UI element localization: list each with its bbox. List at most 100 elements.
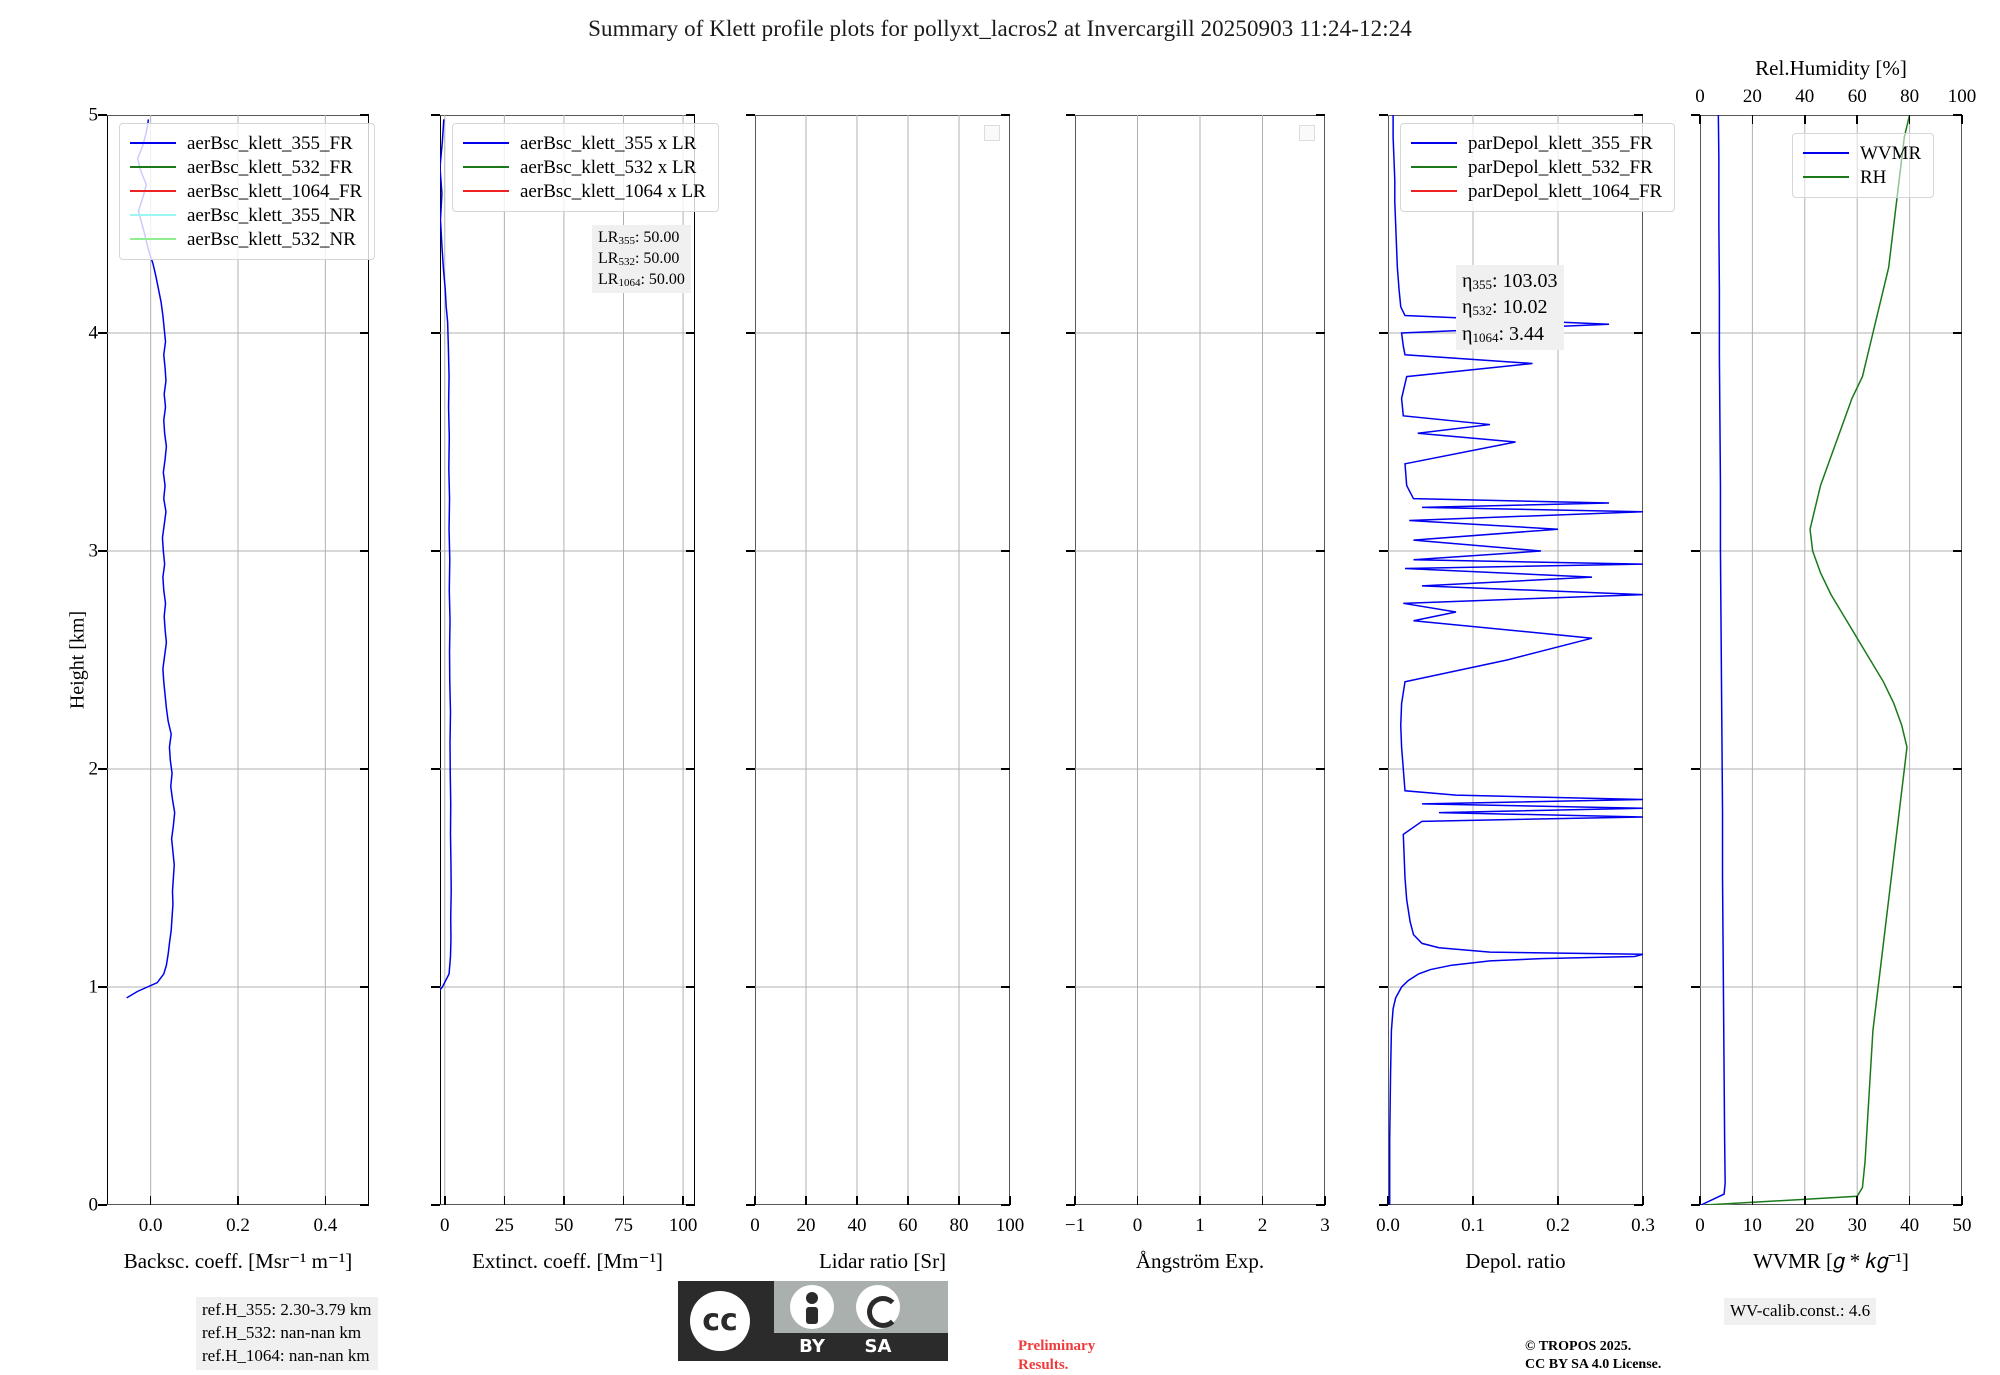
plot-canvas: [1075, 115, 1325, 1205]
series-aerBsc_klett_355_FR: [126, 119, 176, 999]
legend-label: aerBsc_klett_532_NR: [187, 228, 356, 250]
y-tick-mark: [1691, 550, 1700, 552]
y-tick-mark: [1953, 1204, 1962, 1206]
y-tick-mark: [1691, 114, 1700, 116]
y-tick-mark: [686, 768, 695, 770]
by-person-head: [806, 1292, 818, 1304]
empty-legend-placeholder: [984, 125, 1000, 141]
x-tick-mark: [856, 1196, 858, 1205]
y-tick-label: 1: [88, 976, 99, 998]
legend-depolarization-ratio[interactable]: parDepol_klett_355_FR parDepol_klett_532_…: [1400, 123, 1676, 212]
x-tick-mark: [1074, 1196, 1076, 1205]
cc-license-badge: cc BY SA: [678, 1281, 948, 1361]
legend-backscatter[interactable]: aerBsc_klett_355_FR aerBsc_klett_532_FR ae…: [119, 123, 376, 260]
y-tick-mark: [1001, 986, 1010, 988]
x-tick-mark: [149, 1196, 152, 1205]
series-parDepol_klett_355_FR: [1388, 115, 1643, 1205]
top-x-tick-label: 100: [1947, 86, 1977, 107]
ref-heights-annotation: ref.H_355: 2.30-3.79 km ref.H_532: nan-n…: [196, 1297, 378, 1370]
y-tick-mark: [746, 1204, 755, 1206]
y-tick-mark: [1001, 114, 1010, 116]
x-tick-mark: [1642, 1196, 1644, 1205]
x-tick-label: 3: [1320, 1215, 1330, 1236]
legend-item: parDepol_klett_355_FR: [1411, 131, 1662, 155]
legend-line-swatch-icon: [1411, 142, 1457, 144]
y-tick-mark: [1953, 550, 1962, 552]
top-x-tick-mark: [1961, 115, 1963, 124]
x-axis-label: Ångström Exp.: [1135, 1249, 1265, 1273]
legend-label: aerBsc_klett_1064_FR: [187, 180, 363, 202]
x-tick-mark: [443, 1196, 446, 1205]
annotation-row: LR355: 50.00: [598, 229, 680, 247]
y-tick-mark: [1001, 768, 1010, 770]
y-tick-mark: [686, 550, 695, 552]
legend-line-swatch-icon: [1411, 190, 1457, 192]
legend-line-swatch-icon: [130, 142, 176, 144]
legend-label: parDepol_klett_355_FR: [1468, 132, 1653, 154]
copyright-note: © TROPOS 2025. CC BY SA 4.0 License.: [1525, 1339, 1662, 1373]
y-tick-label: 4: [88, 322, 99, 344]
top-x-tick-mark: [1804, 115, 1806, 124]
legend-label: aerBsc_klett_355_FR: [187, 132, 353, 154]
x-tick-mark: [1961, 1196, 1963, 1205]
legend-label: aerBsc_klett_532_FR: [187, 156, 353, 178]
y-tick-mark: [1691, 986, 1700, 988]
y-tick-mark: [1316, 768, 1325, 770]
x-tick-label: 75: [614, 1215, 633, 1236]
y-tick-mark: [431, 1204, 440, 1206]
x-tick-mark: [1856, 1196, 1858, 1205]
series-WVMR: [1700, 115, 1726, 1205]
by-person-body: [806, 1307, 818, 1324]
y-tick-mark: [1691, 1204, 1700, 1206]
legend-item: aerBsc_klett_532_NR: [130, 227, 362, 251]
plot-canvas: [755, 115, 1010, 1205]
y-tick-mark: [98, 114, 107, 116]
legend-wvmr-rh[interactable]: WVMR RH: [1792, 133, 1935, 198]
y-tick-mark: [98, 550, 107, 552]
legend-extinction[interactable]: aerBsc_klett_355 x LR aerBsc_klett_532 x …: [452, 123, 719, 212]
y-tick-label: 5: [88, 104, 99, 126]
legend-item: aerBsc_klett_355_FR: [130, 131, 362, 155]
sa-label: SA: [864, 1336, 892, 1357]
y-tick-label: 3: [88, 540, 99, 562]
x-tick-label: 50: [554, 1215, 574, 1236]
legend-label: aerBsc_klett_355 x LR: [520, 132, 697, 154]
x-tick-mark: [958, 1196, 960, 1205]
y-tick-mark: [98, 768, 107, 770]
legend-line-swatch-icon: [1803, 152, 1849, 154]
x-tick-label: 0: [1132, 1215, 1143, 1236]
legend-line-swatch-icon: [463, 166, 509, 168]
annotation-extinction: LR355: 50.00 LR532: 50.00 LR1064: 50.00: [592, 225, 691, 294]
plot-panel-depolarization-ratio: 0.0 0.1 0.2 0.3 Depol. ratio parDepol_klett_3…: [1376, 114, 1676, 1273]
x-tick-label: 0.3: [1631, 1215, 1655, 1236]
y-tick-mark: [98, 986, 107, 988]
x-tick-mark: [682, 1196, 684, 1205]
by-label: BY: [799, 1336, 825, 1357]
x-tick-mark: [1261, 1196, 1264, 1205]
x-axis-label: Backsc. coeff. [Msr⁻¹ m⁻¹]: [123, 1249, 353, 1273]
legend-line-swatch-icon: [130, 238, 176, 240]
y-tick-mark: [686, 986, 695, 988]
y-tick-mark: [360, 114, 369, 116]
x-tick-mark: [754, 1196, 756, 1205]
legend-label: RH: [1860, 166, 1887, 188]
y-tick-mark: [1001, 550, 1010, 552]
x-tick-label: 0.2: [226, 1215, 250, 1236]
x-tick-label: 0.4: [313, 1215, 338, 1236]
y-tick-mark: [1066, 550, 1075, 552]
legend-line-swatch-icon: [130, 190, 176, 192]
x-tick-mark: [237, 1196, 239, 1205]
y-tick-mark: [360, 986, 369, 988]
x-tick-mark: [1908, 1196, 1911, 1205]
x-tick-mark: [1472, 1196, 1474, 1205]
y-tick-mark: [1953, 332, 1962, 334]
legend-line-swatch-icon: [1803, 176, 1849, 178]
x-tick-mark: [1751, 1196, 1754, 1205]
top-x-tick-label: 40: [1795, 86, 1815, 107]
y-tick-mark: [1634, 986, 1643, 988]
y-tick-mark: [360, 1204, 369, 1206]
y-tick-mark: [746, 986, 755, 988]
legend-line-swatch-icon: [130, 166, 176, 168]
y-tick-mark: [746, 768, 755, 770]
legend-item: aerBsc_klett_1064 x LR: [463, 179, 706, 203]
